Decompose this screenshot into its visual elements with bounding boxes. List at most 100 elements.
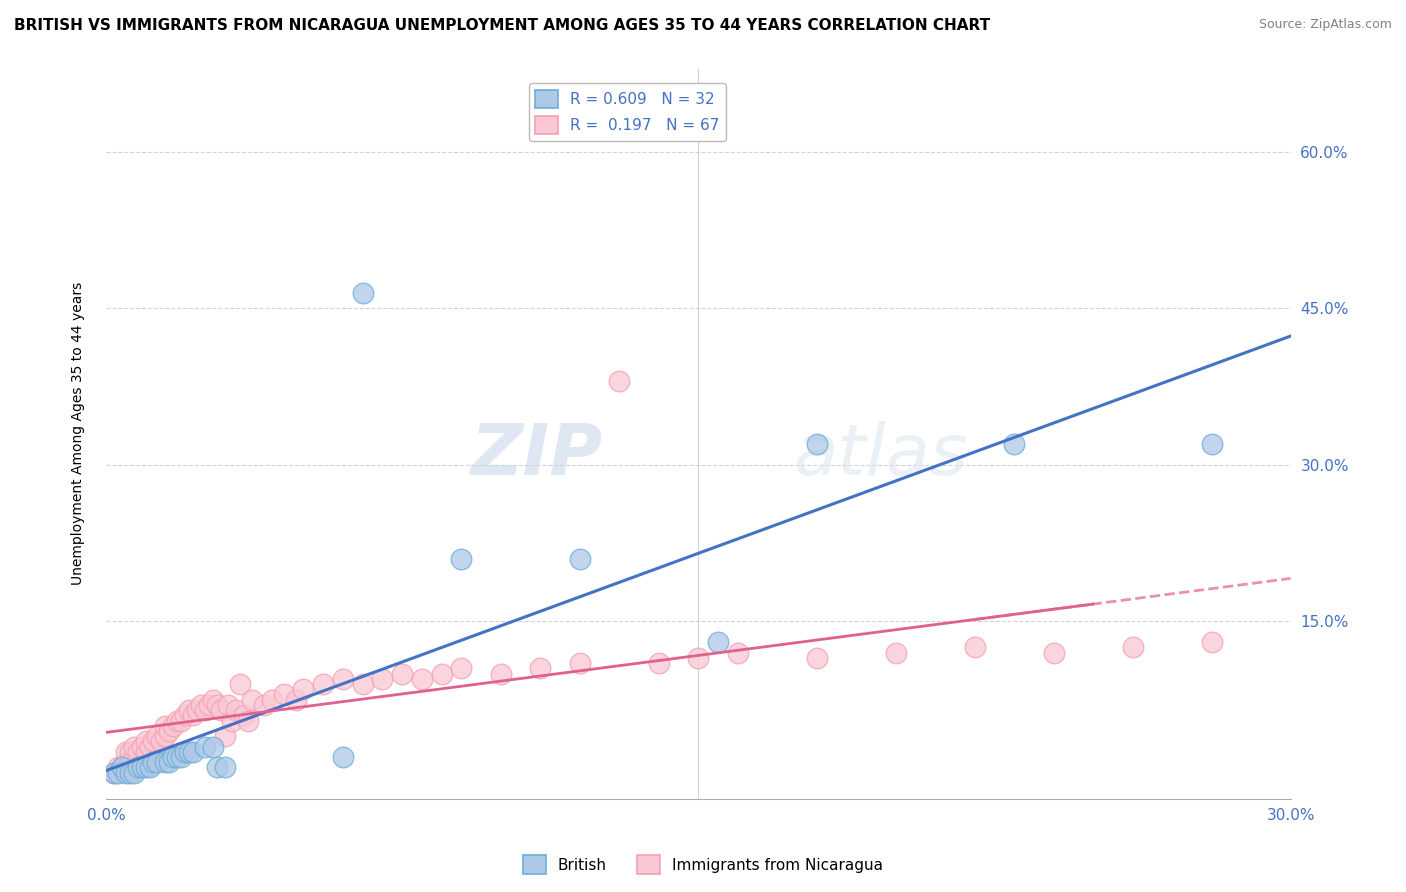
Point <box>107 760 129 774</box>
Y-axis label: Unemployment Among Ages 35 to 44 years: Unemployment Among Ages 35 to 44 years <box>72 282 86 585</box>
Legend: British, Immigrants from Nicaragua: British, Immigrants from Nicaragua <box>516 849 890 880</box>
Point <box>214 760 236 774</box>
Point <box>135 745 157 759</box>
Point <box>273 688 295 702</box>
Point <box>225 703 247 717</box>
Point <box>114 745 136 759</box>
Point <box>131 739 153 754</box>
Point <box>135 734 157 748</box>
Text: atlas: atlas <box>793 421 967 490</box>
Point <box>707 635 730 649</box>
Point <box>155 719 177 733</box>
Point <box>221 714 243 728</box>
Point <box>217 698 239 712</box>
Point <box>884 646 907 660</box>
Point <box>260 692 283 706</box>
Point <box>114 765 136 780</box>
Point <box>450 661 472 675</box>
Point <box>229 677 252 691</box>
Point <box>238 714 260 728</box>
Point <box>489 666 512 681</box>
Point <box>118 745 141 759</box>
Point <box>194 703 217 717</box>
Point <box>127 760 149 774</box>
Point <box>166 714 188 728</box>
Point <box>411 672 433 686</box>
Point <box>157 756 180 770</box>
Point <box>727 646 749 660</box>
Point <box>688 651 710 665</box>
Text: ZIP: ZIP <box>471 421 603 490</box>
Point <box>150 734 173 748</box>
Point <box>118 765 141 780</box>
Point <box>107 765 129 780</box>
Text: Source: ZipAtlas.com: Source: ZipAtlas.com <box>1258 18 1392 31</box>
Point <box>806 651 828 665</box>
Point <box>253 698 276 712</box>
Point <box>284 692 307 706</box>
Point <box>1201 437 1223 451</box>
Point <box>186 703 208 717</box>
Point <box>103 765 125 780</box>
Point <box>292 682 315 697</box>
Point <box>648 656 671 670</box>
Point <box>170 714 193 728</box>
Point <box>162 719 184 733</box>
Point <box>174 708 197 723</box>
Point <box>205 698 228 712</box>
Point <box>312 677 335 691</box>
Point <box>122 765 145 780</box>
Point <box>122 739 145 754</box>
Point <box>233 708 256 723</box>
Point <box>181 708 204 723</box>
Point <box>201 739 224 754</box>
Point <box>391 666 413 681</box>
Point <box>568 551 591 566</box>
Point <box>205 760 228 774</box>
Point <box>568 656 591 670</box>
Point <box>430 666 453 681</box>
Point <box>371 672 394 686</box>
Point <box>166 750 188 764</box>
Point <box>529 661 551 675</box>
Point <box>146 756 169 770</box>
Point <box>155 729 177 743</box>
Point <box>963 640 986 655</box>
Point <box>157 723 180 738</box>
Legend: R = 0.609   N = 32, R =  0.197   N = 67: R = 0.609 N = 32, R = 0.197 N = 67 <box>529 84 725 141</box>
Point <box>177 745 200 759</box>
Point <box>170 750 193 764</box>
Point <box>138 760 160 774</box>
Point <box>181 745 204 759</box>
Point <box>177 703 200 717</box>
Point <box>114 756 136 770</box>
Point <box>127 745 149 759</box>
Point <box>450 551 472 566</box>
Point <box>190 698 212 712</box>
Point <box>111 760 134 774</box>
Point <box>806 437 828 451</box>
Point <box>162 750 184 764</box>
Text: BRITISH VS IMMIGRANTS FROM NICARAGUA UNEMPLOYMENT AMONG AGES 35 TO 44 YEARS CORR: BRITISH VS IMMIGRANTS FROM NICARAGUA UNE… <box>14 18 990 33</box>
Point <box>214 729 236 743</box>
Point <box>1042 646 1064 660</box>
Point <box>142 756 165 770</box>
Point <box>197 698 219 712</box>
Point <box>122 750 145 764</box>
Point <box>103 765 125 780</box>
Point <box>1002 437 1025 451</box>
Point <box>209 703 232 717</box>
Point <box>240 692 263 706</box>
Point <box>118 756 141 770</box>
Point <box>201 692 224 706</box>
Point <box>142 734 165 748</box>
Point <box>332 672 354 686</box>
Point <box>111 760 134 774</box>
Point <box>131 760 153 774</box>
Point <box>609 375 631 389</box>
Point <box>155 756 177 770</box>
Point <box>1201 635 1223 649</box>
Point <box>146 729 169 743</box>
Point <box>138 739 160 754</box>
Point <box>352 677 374 691</box>
